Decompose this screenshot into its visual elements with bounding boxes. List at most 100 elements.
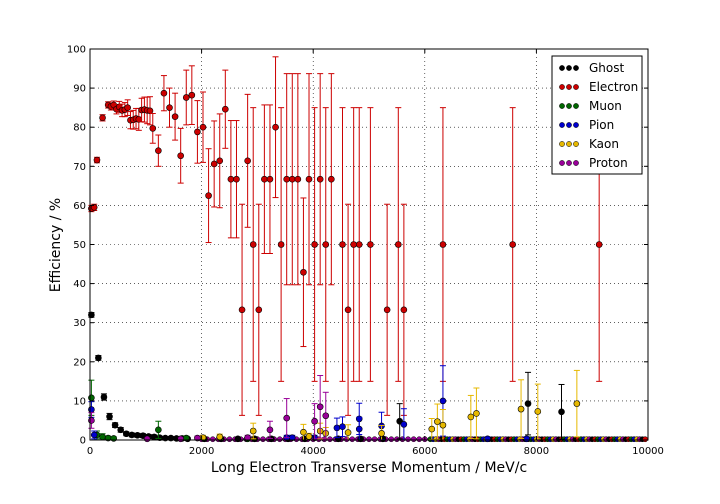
- data-point: [357, 435, 364, 443]
- data-point: [261, 175, 268, 183]
- y-axis-label: Efficiency / %: [48, 198, 64, 292]
- data-point: [400, 421, 408, 428]
- data-point: [88, 394, 95, 402]
- data-point: [210, 160, 218, 168]
- data-point: [146, 107, 154, 115]
- data-point: [110, 435, 118, 442]
- data-point: [305, 175, 313, 183]
- data-point: [177, 435, 184, 443]
- baseline-point: [410, 436, 417, 443]
- data-point: [523, 435, 530, 443]
- data-point: [182, 94, 190, 101]
- axis-ticks: 0 2000 4000 6000 8000 10000 0 10 20 30 40 50 60 70 80 9…: [67, 45, 664, 458]
- legend-marker: [573, 160, 579, 166]
- data-point: [128, 431, 136, 439]
- data-point: [249, 427, 257, 435]
- data-point: [227, 175, 235, 183]
- data-point: [367, 241, 374, 248]
- data-point: [509, 241, 516, 248]
- data-point: [134, 432, 141, 439]
- data-point: [188, 91, 196, 99]
- data-point: [316, 175, 324, 183]
- data-point: [155, 426, 162, 434]
- y-tick-label: 50: [73, 240, 86, 251]
- legend-box: [551, 55, 643, 175]
- legend-marker: [559, 103, 565, 109]
- y-tick-label: 90: [73, 84, 86, 95]
- data-point: [111, 421, 119, 429]
- legend-label: Muon: [589, 99, 622, 113]
- legend: Ghost Electron Muon Pion Kaon Proton: [551, 55, 643, 175]
- data-point: [517, 405, 525, 413]
- data-point: [333, 424, 341, 432]
- baseline-point: [371, 436, 378, 443]
- x-tick-label: 10000: [632, 446, 664, 457]
- data-point: [155, 147, 162, 154]
- baseline-point: [642, 436, 649, 443]
- x-tick-label: 0: [87, 446, 93, 457]
- legend-marker: [573, 84, 579, 90]
- data-point: [311, 241, 318, 248]
- data-point: [400, 306, 408, 314]
- data-point: [378, 430, 385, 437]
- baseline-point: [405, 436, 411, 443]
- legend-label: Proton: [589, 156, 628, 170]
- data-point: [122, 430, 130, 438]
- data-point: [355, 425, 363, 433]
- data-point: [255, 306, 263, 314]
- data-point: [95, 354, 102, 362]
- legend-marker: [566, 65, 572, 71]
- y-tick-label: 100: [67, 45, 86, 56]
- data-point: [244, 434, 251, 441]
- y-tick-label: 70: [73, 162, 86, 173]
- data-point: [467, 413, 475, 421]
- data-point: [100, 393, 108, 401]
- data-point: [328, 175, 335, 183]
- data-point: [305, 433, 313, 440]
- data-point: [160, 89, 168, 97]
- legend-marker: [573, 103, 579, 109]
- baseline-point: [349, 436, 356, 443]
- legend-marker: [573, 122, 579, 128]
- data-point: [322, 412, 330, 420]
- data-point: [339, 423, 346, 431]
- data-point: [283, 175, 290, 183]
- y-tick-label: 80: [73, 123, 86, 134]
- data-point: [117, 426, 124, 434]
- data-point: [534, 408, 542, 415]
- legend-marker: [559, 160, 565, 166]
- data-point: [428, 425, 436, 433]
- data-point: [216, 157, 224, 165]
- data-point: [99, 433, 106, 441]
- legend-marker: [559, 122, 565, 128]
- data-point: [300, 428, 307, 436]
- data-point: [473, 410, 480, 417]
- legend-marker: [573, 65, 579, 71]
- data-point: [177, 152, 184, 160]
- data-point: [106, 413, 113, 420]
- data-point: [355, 241, 363, 248]
- data-point: [205, 192, 212, 199]
- data-point: [322, 241, 330, 248]
- x-tick-label: 4000: [300, 446, 325, 457]
- data-point: [222, 105, 229, 113]
- data-point: [311, 417, 318, 425]
- legend-marker: [566, 160, 572, 166]
- y-tick-label: 20: [73, 357, 86, 368]
- data-point: [350, 241, 357, 248]
- baseline-point: [366, 436, 372, 443]
- data-point: [558, 408, 565, 416]
- legend-marker: [559, 84, 565, 90]
- baseline-point: [276, 436, 283, 443]
- data-point: [124, 104, 131, 111]
- x-tick-label: 8000: [524, 446, 549, 457]
- baseline-point: [226, 436, 233, 443]
- data-point: [573, 400, 581, 407]
- data-point: [244, 157, 251, 165]
- data-point: [93, 156, 101, 164]
- data-point: [379, 435, 387, 443]
- data-point: [149, 125, 157, 132]
- data-point: [249, 241, 257, 248]
- x-tick-label: 2000: [189, 446, 214, 457]
